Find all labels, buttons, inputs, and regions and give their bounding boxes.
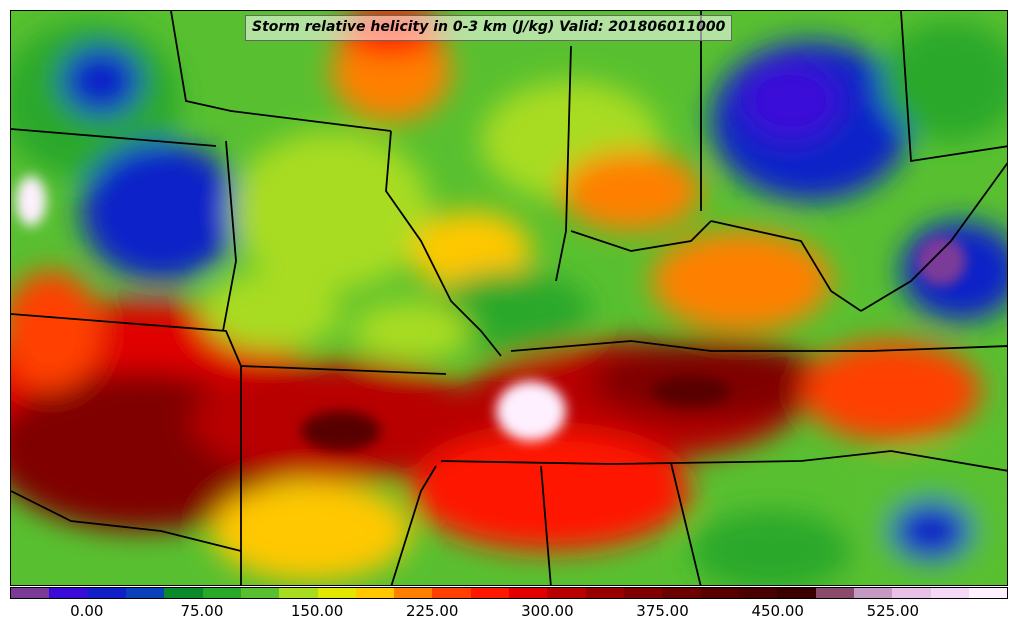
- colorbar-swatch: [509, 588, 548, 598]
- colorbar-tick-label: 300.00: [521, 602, 574, 620]
- colorbar-swatch: [317, 588, 356, 598]
- colorbar-swatch: [547, 588, 586, 598]
- map-svg: [11, 11, 1007, 585]
- colorbar-swatch: [49, 588, 88, 598]
- colorbar-swatch: [202, 588, 241, 598]
- helicity-contour-map: [10, 10, 1008, 586]
- colorbar-swatch: [585, 588, 624, 598]
- colorbar-swatch: [279, 588, 318, 598]
- colorbar-swatch: [624, 588, 663, 598]
- helicity-colorbar: [10, 587, 1008, 599]
- colorbar-tick-label: 525.00: [866, 602, 920, 620]
- colorbar-swatch: [968, 588, 1008, 598]
- colorbar-swatch: [700, 588, 739, 598]
- colorbar-tick-labels: 0.00 75.00 150.00 225.00 300.00 375.00 450.00 5…: [0, 600, 1018, 630]
- colorbar-tick-label: 75.00: [180, 602, 224, 620]
- colorbar-tick-label: 375.00: [636, 602, 689, 620]
- colorbar-swatch: [87, 588, 126, 598]
- colorbar-swatch: [394, 588, 433, 598]
- colorbar-swatch: [11, 588, 50, 598]
- colorbar-swatch: [777, 588, 816, 598]
- field-details: [16, 176, 966, 451]
- colorbar-tick-label: 0.00: [70, 602, 104, 620]
- colorbar-swatch: [470, 588, 510, 598]
- colorbar-swatch: [355, 588, 395, 598]
- colorbar-tick-label: 450.00: [751, 602, 804, 620]
- map-title: Storm relative helicity in 0-3 km (J/kg)…: [245, 15, 733, 41]
- colorbar-swatch: [432, 588, 471, 598]
- colorbar-swatch: [815, 588, 854, 598]
- colorbar-tick-label: 150.00: [290, 602, 344, 620]
- colorbar-swatch: [738, 588, 778, 598]
- state-boundaries: [11, 11, 1007, 585]
- colorbar-swatch: [930, 588, 969, 598]
- colorbar-swatch: [662, 588, 701, 598]
- colorbar-swatch: [892, 588, 931, 598]
- colorbar-swatch: [240, 588, 280, 598]
- colorbar-tick-label: 225.00: [405, 602, 459, 620]
- colorbar-swatch: [125, 588, 165, 598]
- colorbar-swatch: [853, 588, 893, 598]
- colorbar-swatch: [164, 588, 203, 598]
- field-blobs: [11, 11, 1007, 585]
